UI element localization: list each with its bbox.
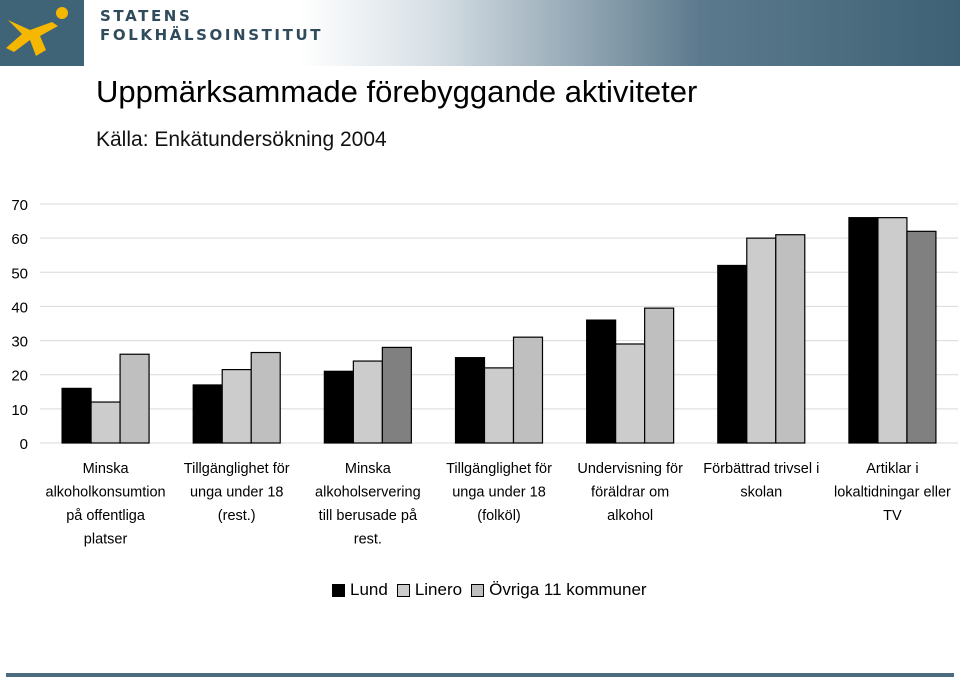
logo-box (0, 0, 84, 66)
x-category-label: (folköl) (477, 508, 521, 524)
legend-item: Lund (332, 580, 388, 600)
y-axis-ticks: 0 10 20 30 40 50 60 70 (11, 197, 28, 453)
bar-chart: 0 10 20 30 40 50 60 70 Minska alkoholkonsumtion p… (11, 197, 958, 548)
y-tick-label: 70 (11, 197, 28, 214)
bar-övriga-11-kommuner-5 (644, 307, 675, 444)
x-category-label: TV (883, 508, 902, 524)
bar-lund-2 (192, 384, 223, 444)
bar-övriga-11-kommuner-1 (119, 353, 150, 444)
bar-övriga-11-kommuner-6 (775, 234, 806, 444)
bar-linero-1 (90, 401, 121, 444)
x-category-label: alkohol (607, 508, 653, 524)
bar-linero-4 (483, 367, 515, 444)
bar-övriga-11-kommuner-2 (250, 351, 281, 444)
y-tick-label: 10 (11, 402, 28, 419)
x-category-label: Artiklar i (866, 461, 918, 477)
x-category-label: på offentliga (66, 508, 146, 524)
bar-övriga-11-kommuner-7 (906, 230, 937, 444)
bar-lund-5 (586, 319, 617, 444)
page-title: Uppmärksammade förebyggande aktiviteter (96, 74, 698, 109)
bar-övriga-11-kommuner-3 (381, 346, 412, 444)
y-tick-label: 0 (20, 436, 28, 453)
x-category-label: lokaltidningar eller (834, 485, 951, 501)
y-tick-label: 30 (11, 334, 28, 351)
legend-swatch (396, 583, 410, 597)
leaping-figure-logo-icon (6, 7, 68, 56)
bar-linero-7 (877, 217, 908, 444)
x-category-label: unga under 18 (452, 485, 546, 501)
bar-linero-2 (221, 368, 252, 444)
chart-bars (61, 217, 937, 444)
x-category-label: Minska (345, 461, 392, 477)
legend-swatch (332, 583, 345, 597)
bar-linero-3 (352, 360, 383, 444)
x-category-label: Undervisning för (577, 461, 683, 477)
footer-divider (6, 673, 954, 677)
legend-label: Övriga 11 kommuner (489, 580, 647, 599)
y-tick-label: 40 (11, 299, 28, 316)
x-category-label: platser (84, 532, 128, 548)
bar-övriga-11-kommuner-4 (512, 336, 544, 444)
x-category-label: Tillgänglighet för (184, 461, 290, 477)
x-category-label: Tillgänglighet för (446, 461, 552, 477)
x-category-label: alkoholkonsumtion (46, 485, 166, 501)
x-category-label: föräldrar om (591, 485, 669, 501)
chart-legend: Lund Linero Övriga 11 kommuner (332, 580, 656, 600)
x-category-label: Minska (83, 461, 130, 477)
bar-lund-4 (454, 357, 486, 444)
legend-item: Linero (396, 580, 463, 600)
y-tick-label: 60 (11, 231, 28, 248)
org-name-line2: FOLKHÄLSOINSTITUT (100, 26, 324, 44)
bar-lund-1 (61, 387, 92, 444)
y-tick-label: 50 (11, 265, 28, 282)
bar-linero-5 (615, 343, 646, 444)
x-category-label: alkoholservering (315, 485, 421, 501)
x-category-label: unga under 18 (190, 485, 284, 501)
legend-swatch (471, 583, 485, 597)
x-axis-category-labels: Minska alkoholkonsumtion på offentliga plat… (46, 461, 952, 548)
y-tick-label: 20 (11, 368, 28, 385)
bar-lund-7 (848, 217, 879, 444)
legend-label: Lund (350, 580, 388, 599)
x-category-label: (rest.) (218, 508, 256, 524)
page-subtitle: Källa: Enkätundersökning 2004 (96, 128, 387, 151)
legend-item: Övriga 11 kommuner (471, 580, 647, 600)
bar-lund-6 (717, 264, 748, 444)
x-category-label: Förbättrad trivsel i (703, 461, 819, 477)
header-banner: STATENS FOLKHÄLSOINSTITUT (0, 0, 960, 66)
bar-lund-3 (323, 370, 354, 444)
org-name-line1: STATENS (100, 7, 193, 25)
bar-linero-6 (746, 237, 777, 444)
x-category-label: till berusade på (319, 508, 418, 524)
x-category-label: skolan (740, 485, 782, 501)
legend-label: Linero (414, 580, 463, 599)
x-category-label: rest. (354, 532, 382, 548)
